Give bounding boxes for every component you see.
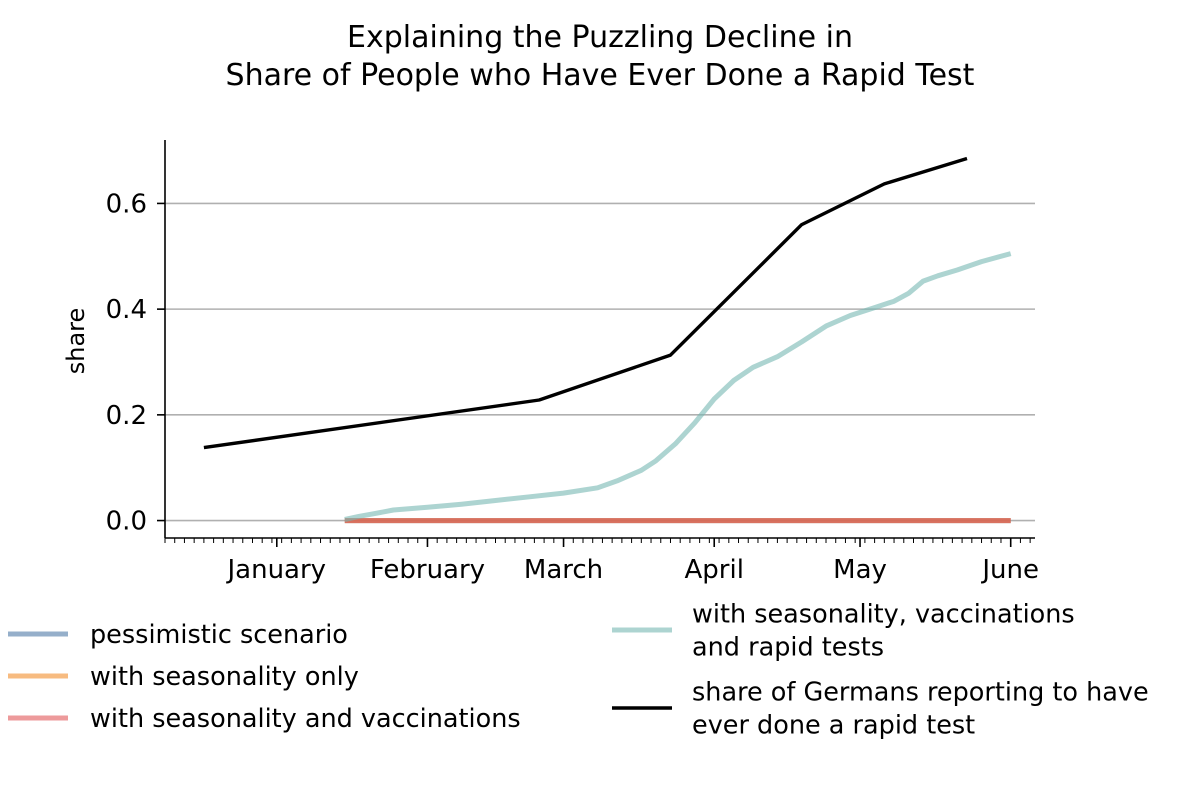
chart-title-line-2: Share of People who Have Ever Done a Rap… <box>226 58 975 93</box>
legend: pessimistic scenario with seasonality onl… <box>8 600 1149 741</box>
legend-label-2: with seasonality only <box>90 662 359 692</box>
grid-lines <box>165 202 1035 522</box>
series-line-5 <box>203 156 968 450</box>
legend-label-line: with seasonality and vaccinations <box>90 704 521 734</box>
x-tick-label: June <box>980 555 1039 585</box>
chart-title-line-1: Explaining the Puzzling Decline in <box>347 20 853 55</box>
x-tick-label: February <box>370 555 485 585</box>
legend-label-3: with seasonality and vaccinations <box>90 704 521 734</box>
y-tick-label: 0.6 <box>106 189 147 219</box>
x-tick-label: March <box>524 555 603 585</box>
series-lines <box>203 156 1012 524</box>
legend-label-1: pessimistic scenario <box>90 620 348 650</box>
x-tick-label: April <box>684 555 743 585</box>
chart-title: Explaining the Puzzling Decline in Share… <box>226 20 975 93</box>
series-line-4 <box>344 251 1012 522</box>
legend-label-5: share of Germans reporting to have ever d… <box>692 678 1149 741</box>
legend-label-line: and rapid tests <box>692 633 884 663</box>
legend-label-line: pessimistic scenario <box>90 620 348 650</box>
x-tick-label: May <box>833 555 887 585</box>
legend-label-line: ever done a rapid test <box>692 711 975 741</box>
legend-label-4: with seasonality, vaccinations and rapid … <box>692 600 1075 663</box>
legend-label-line: with seasonality, vaccinations <box>692 600 1075 630</box>
y-tick-label: 0.0 <box>106 507 147 537</box>
axes: 0.0 0.2 0.4 0.6 January February March April May… <box>106 140 1039 585</box>
y-tick-label: 0.2 <box>106 401 147 431</box>
legend-label-line: with seasonality only <box>90 662 359 692</box>
x-tick-label: January <box>225 555 326 585</box>
legend-label-line: share of Germans reporting to have <box>692 678 1149 708</box>
y-tick-label: 0.4 <box>106 295 147 325</box>
y-axis-label: share <box>62 308 90 375</box>
